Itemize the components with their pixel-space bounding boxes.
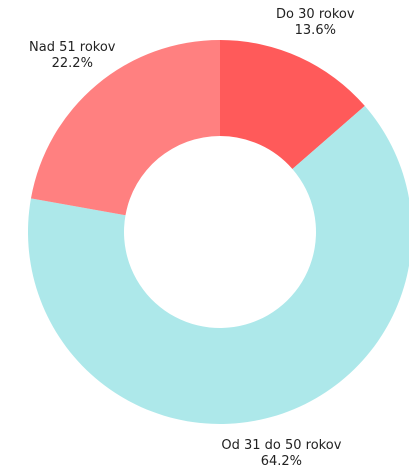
slice-label: Do 30 rokov — [276, 7, 355, 22]
slice-value-label: 13.6% — [295, 23, 336, 38]
slice-label: Od 31 do 50 rokov — [221, 438, 341, 453]
slice-label: Nad 51 rokov — [29, 40, 116, 55]
slice-value-label: 64.2% — [261, 454, 302, 469]
donut-slice — [28, 105, 409, 424]
donut-slice — [30, 40, 220, 216]
slice-value-label: 22.2% — [52, 56, 93, 71]
donut-slice — [220, 40, 365, 169]
